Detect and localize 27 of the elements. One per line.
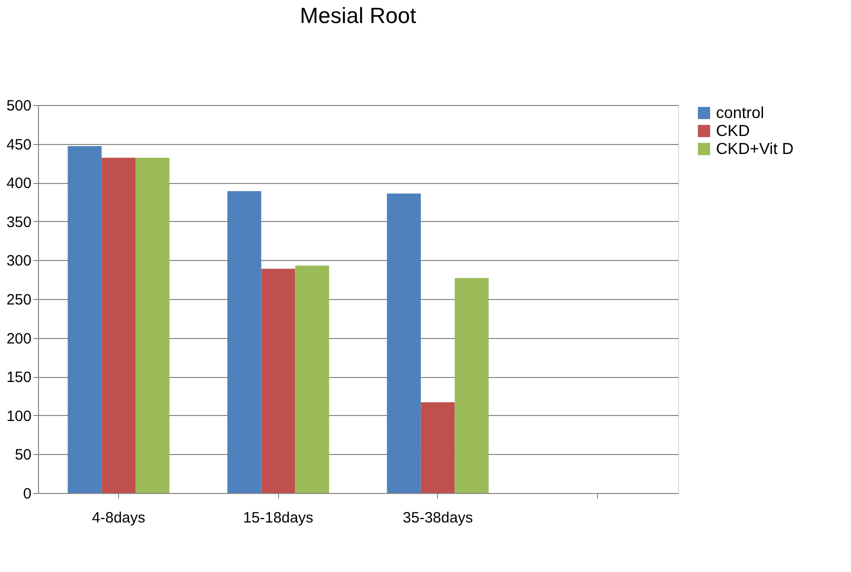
bar [136,158,170,493]
bar [68,146,102,493]
bar [454,278,489,493]
chart-title: Mesial Root [300,3,416,28]
bar [295,266,330,493]
y-tick-label: 50 [14,446,32,464]
bar [102,158,136,493]
y-tick-label: 300 [6,252,32,270]
y-tick-label: 450 [6,136,32,154]
x-tick-label: 15-18days [243,510,314,526]
x-tick-label: 4-8days [92,510,146,526]
legend-label: control [716,105,764,122]
y-tick-label: 400 [6,175,32,192]
y-tick-label: 350 [6,214,32,231]
bar [386,193,421,493]
y-tick-label: 200 [6,330,32,348]
y-tick-label: 150 [6,369,32,386]
y-tick-label: 0 [23,486,32,502]
y-tick-label: 100 [6,408,32,425]
legend-label: CKD+Vit D [716,141,794,158]
y-tick-label: 250 [6,292,32,308]
y-tick-label: 500 [6,98,32,114]
x-tick-label: 35-38days [402,510,473,526]
bar [420,402,455,493]
legend-label: CKD [716,123,750,140]
bar [227,191,262,493]
bar [261,268,296,493]
